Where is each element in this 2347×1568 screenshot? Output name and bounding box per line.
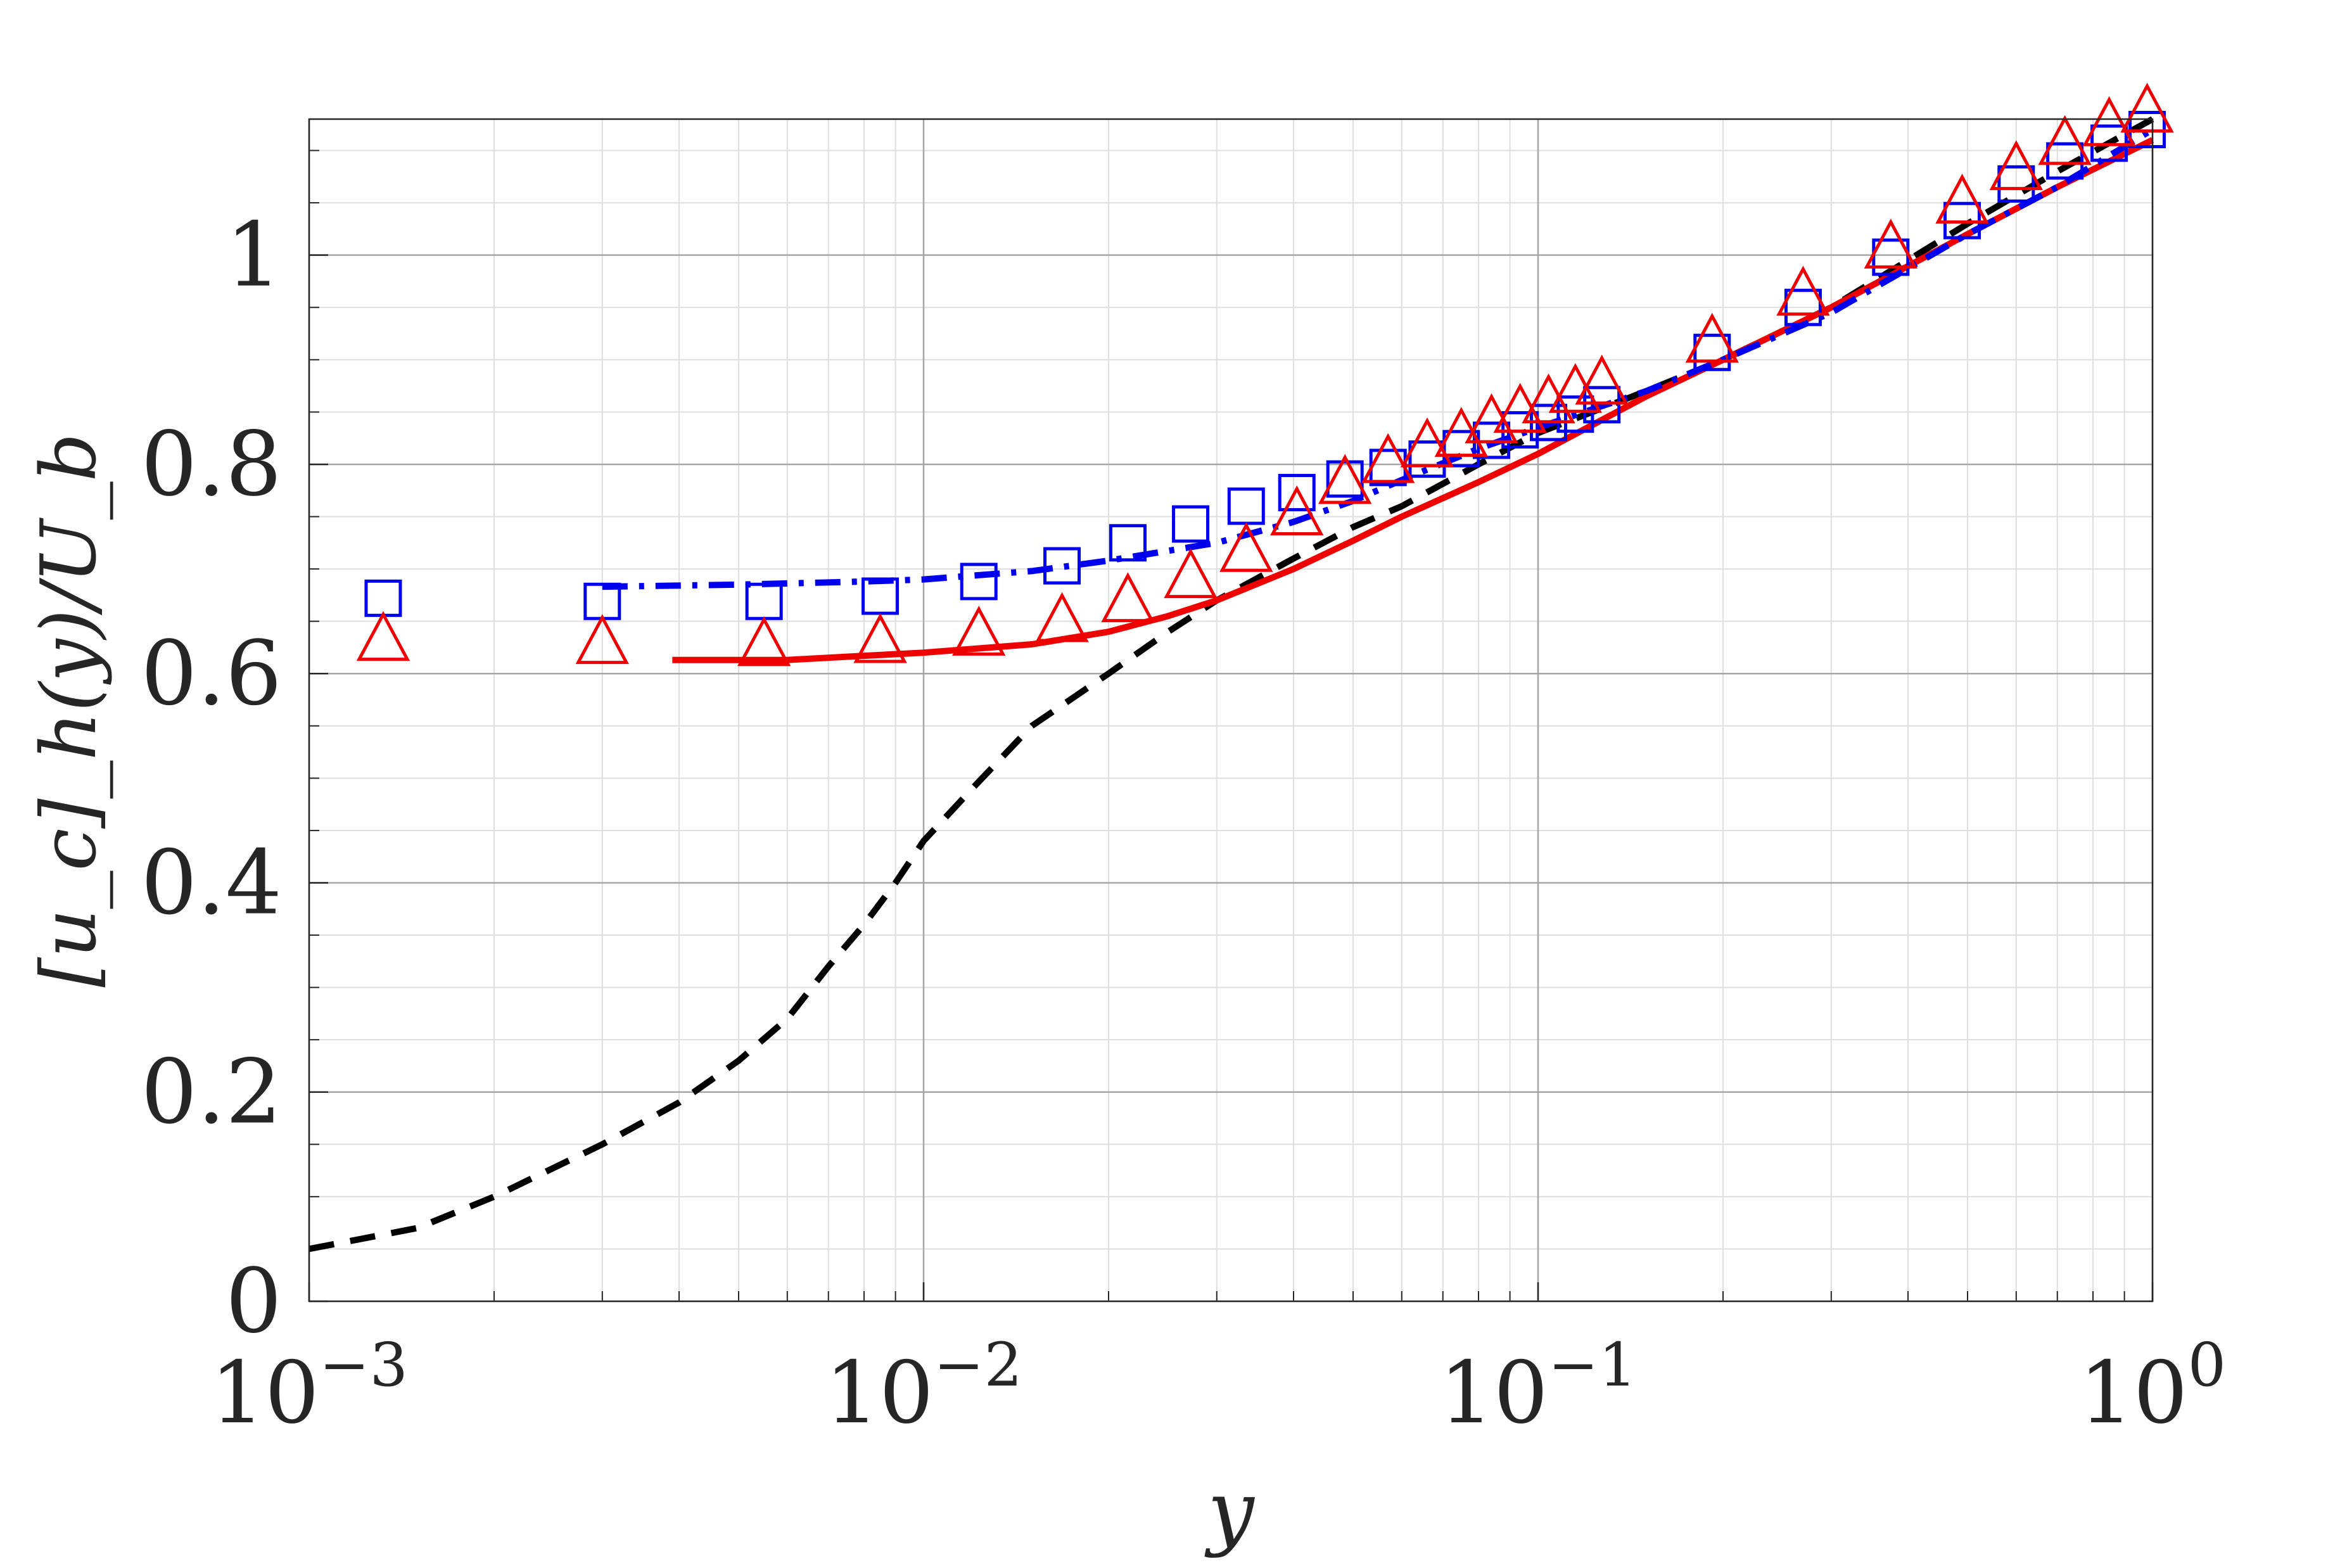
triangle-marker xyxy=(1548,363,1603,413)
square-marker xyxy=(1043,547,1081,585)
triangle-marker xyxy=(1270,485,1324,536)
square-marker xyxy=(1326,460,1364,498)
square-marker xyxy=(1693,333,1731,371)
triangle-marker xyxy=(952,606,1006,656)
triangle-marker xyxy=(1776,265,1830,316)
triangle-marker xyxy=(2038,115,2092,165)
square-marker xyxy=(1784,288,1822,326)
square-marker xyxy=(1109,524,1147,562)
triangle-marker xyxy=(356,611,410,661)
y-tick-label: 0.2 xyxy=(141,1041,282,1144)
triangle-marker xyxy=(1400,417,1454,468)
y-tick-label: 0 xyxy=(226,1250,282,1353)
triangle-marker xyxy=(853,613,907,663)
square-marker xyxy=(1556,395,1594,433)
y-tick-label: 1 xyxy=(226,204,282,307)
series-layer xyxy=(308,82,2174,1252)
y-axis-label: [u_c]_h(y)/U_b xyxy=(25,433,113,987)
square-marker xyxy=(1442,430,1480,468)
triangle-marker xyxy=(1989,140,2043,191)
triangle-marker xyxy=(1685,312,1739,363)
x-tick-label: 100 xyxy=(2079,1330,2226,1443)
series-line-2 xyxy=(602,127,2154,590)
triangle-marker xyxy=(1318,454,1372,504)
triangle-marker xyxy=(1164,548,1218,599)
square-marker xyxy=(960,563,998,601)
tick-labels: 10−3 10−2 10−1 100 0 0.2 0.4 0.6 0.8 1 xyxy=(141,204,2226,1443)
triangle-marker xyxy=(2082,96,2136,146)
triangle-marker xyxy=(1101,572,1155,623)
square-marker xyxy=(1583,386,1621,424)
triangle-marker xyxy=(1575,354,1629,405)
square-marker xyxy=(2046,142,2084,180)
square-marker xyxy=(1278,474,1316,512)
x-tick-label: 10−1 xyxy=(1439,1330,1637,1443)
triangle-marker xyxy=(575,614,629,665)
triangle-marker xyxy=(737,616,791,666)
triangle-marker xyxy=(1864,219,1918,269)
triangle-marker xyxy=(1219,522,1273,572)
triangle-marker xyxy=(1522,373,1575,424)
triangle-marker xyxy=(1035,592,1089,642)
triangle-marker xyxy=(1361,433,1415,483)
square-marker xyxy=(1997,165,2035,203)
x-tick-label: 10−3 xyxy=(210,1330,408,1443)
triangle-marker xyxy=(2120,82,2174,133)
triangle-marker xyxy=(1935,174,1989,224)
series-line-1 xyxy=(672,137,2154,663)
x-tick-label: 10−2 xyxy=(825,1330,1022,1443)
square-marker xyxy=(1172,505,1210,543)
y-tick-label: 0.4 xyxy=(141,831,282,934)
y-tick-label: 0.8 xyxy=(141,413,282,516)
y-tick-label: 0.6 xyxy=(141,622,282,725)
plot-frame xyxy=(308,118,2154,1303)
x-axis-label: y xyxy=(1204,1463,1255,1559)
grid xyxy=(308,119,2154,1303)
